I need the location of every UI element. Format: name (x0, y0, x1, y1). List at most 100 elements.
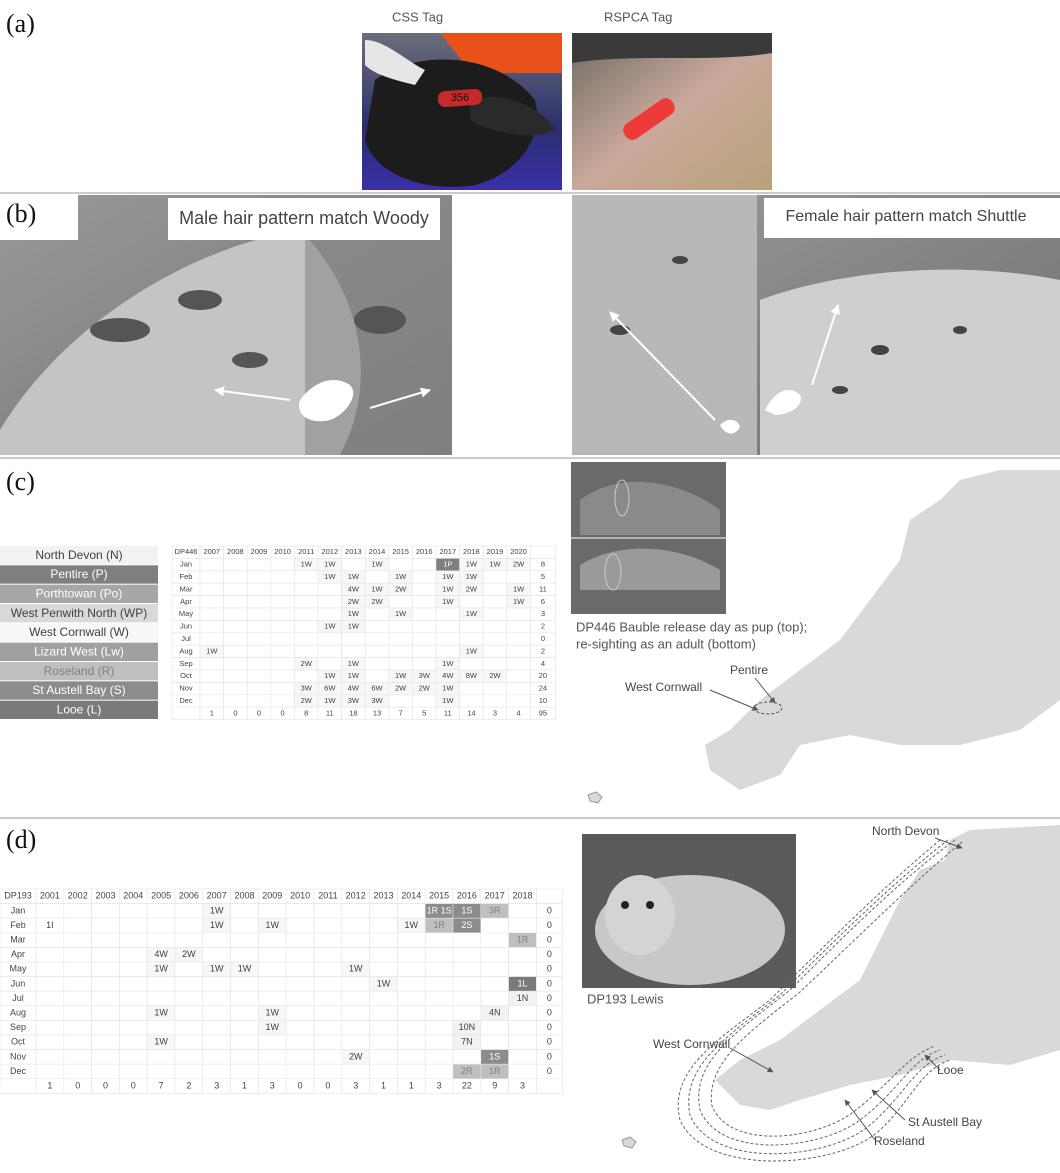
table-cell (341, 903, 370, 919)
table-cell (174, 990, 204, 1007)
map-label: West Cornwall (653, 1037, 730, 1051)
table-cell (435, 620, 460, 634)
table-text: 8 (541, 560, 545, 569)
table-cell (313, 1049, 343, 1065)
table-text: 1R 1S (427, 905, 452, 915)
table-cell (530, 545, 556, 559)
table-cell (230, 1020, 259, 1036)
table-text: 2012 (346, 891, 366, 901)
table-cell (223, 607, 248, 621)
table-cell (452, 932, 482, 948)
table-cell (482, 595, 508, 609)
table-cell (270, 669, 295, 683)
table-cell (63, 1005, 92, 1021)
table-cell (202, 932, 231, 948)
table-cell (424, 1005, 454, 1021)
table-cell (294, 644, 319, 658)
photo (571, 462, 726, 614)
table-text: 1W (154, 1007, 168, 1017)
table-text: 2013 (345, 547, 362, 556)
table-text: 2W (395, 584, 407, 593)
table-cell (119, 961, 148, 977)
table-cell (146, 1063, 176, 1080)
table-cell (412, 558, 437, 572)
table-text: 18 (349, 708, 357, 717)
location-label: Porthtowan (Po) (36, 587, 123, 601)
table-cell (397, 1005, 426, 1021)
table-text: 2014 (369, 547, 386, 556)
table-cell (364, 570, 390, 584)
table-text: 13 (373, 708, 381, 717)
map-label: North Devon (872, 824, 939, 838)
table-cell (313, 917, 343, 934)
table-cell (317, 595, 342, 609)
table-cell (202, 1034, 231, 1050)
map-label: Pentire (730, 663, 768, 677)
table-cell (364, 669, 390, 683)
table-cell (397, 961, 426, 977)
table-text: 6W (371, 684, 383, 693)
table-text: 1W (324, 560, 336, 569)
table-cell (199, 582, 224, 596)
table-text: 0 (298, 1080, 303, 1090)
table-text: 2003 (95, 891, 115, 901)
table-cell (452, 961, 482, 977)
table-text: Feb (180, 572, 193, 581)
photo-caption: Male hair pattern match Woody (179, 208, 429, 228)
location-label: Pentire (P) (50, 567, 107, 581)
table-cell (35, 1005, 65, 1021)
table-cell (230, 1063, 259, 1080)
table-cell (258, 903, 287, 919)
table-cell (146, 976, 176, 992)
table-text: 1R (517, 934, 529, 944)
table-text: 2W (349, 1051, 363, 1061)
table-text: 1W (513, 597, 525, 606)
table-text: 0 (325, 1080, 330, 1090)
table-cell (63, 947, 92, 963)
table-cell (270, 607, 295, 621)
table-text: 2013 (373, 891, 393, 901)
table-text: 0 (547, 905, 552, 915)
table-cell (412, 694, 437, 708)
table-cell (270, 582, 295, 596)
table-cell (258, 947, 287, 963)
table-cell (199, 657, 224, 671)
table-text: 0 (541, 634, 545, 643)
table-text: 3 (214, 1080, 219, 1090)
table-text: 1W (513, 584, 525, 593)
location-swatch (0, 662, 158, 681)
table-cell (258, 961, 287, 977)
table-cell (508, 917, 537, 934)
table-text: 2010 (290, 891, 310, 901)
table-text: 1W (266, 1022, 280, 1032)
table-text: 3W (419, 671, 431, 680)
table-cell (202, 1020, 231, 1036)
table-cell (313, 932, 343, 948)
table-cell (285, 961, 315, 977)
table-cell (369, 932, 398, 948)
table-cell (230, 903, 259, 919)
table-cell (364, 620, 390, 634)
table-cell (199, 682, 224, 696)
table-text: Oct (11, 1037, 26, 1047)
table-cell (369, 917, 398, 934)
table-text: Nov (10, 1051, 27, 1061)
table-cell (452, 947, 482, 963)
table-cell (35, 990, 65, 1007)
table-cell (506, 607, 531, 621)
table-cell (294, 595, 319, 609)
table-text: 2W (489, 671, 501, 680)
table-cell (459, 694, 484, 708)
table-cell (223, 582, 248, 596)
table-cell (202, 947, 231, 963)
table-text: 3 (353, 1080, 358, 1090)
table-text: 2012 (321, 547, 338, 556)
table-cell (341, 1063, 370, 1080)
table-cell (223, 644, 248, 658)
table-cell (119, 917, 148, 934)
panel-label: (d) (6, 825, 36, 854)
table-cell (285, 1020, 315, 1036)
table-text: 1W (210, 905, 224, 915)
table-cell (364, 644, 390, 658)
table-cell (202, 1005, 231, 1021)
